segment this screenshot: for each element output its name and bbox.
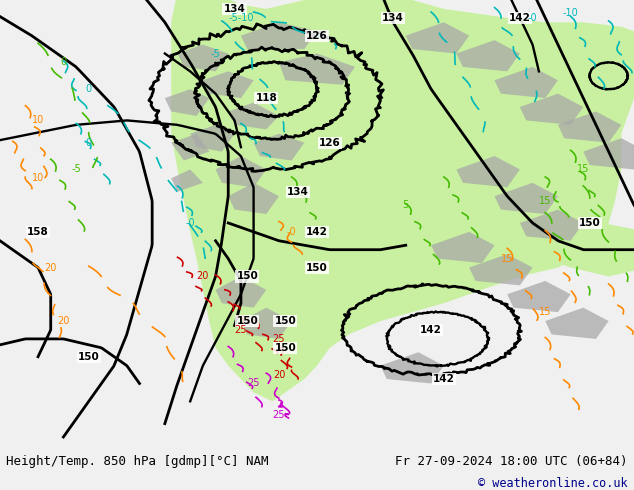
Polygon shape <box>216 156 266 187</box>
Text: 150: 150 <box>78 352 100 362</box>
Polygon shape <box>171 170 203 192</box>
Text: 158: 158 <box>27 227 49 237</box>
Text: 0: 0 <box>86 138 92 147</box>
Text: 25: 25 <box>273 410 285 420</box>
Polygon shape <box>241 22 317 49</box>
Text: 0: 0 <box>86 84 92 94</box>
Polygon shape <box>165 89 209 116</box>
Text: Height/Temp. 850 hPa [gdmp][°C] NAM: Height/Temp. 850 hPa [gdmp][°C] NAM <box>6 455 269 468</box>
Text: 118: 118 <box>256 93 277 103</box>
Polygon shape <box>545 308 609 339</box>
Text: 126: 126 <box>319 138 340 147</box>
Text: 142: 142 <box>306 227 328 237</box>
Text: 20: 20 <box>57 316 70 326</box>
Text: -5: -5 <box>210 49 221 58</box>
Text: 134: 134 <box>287 187 309 197</box>
Polygon shape <box>469 254 533 285</box>
Text: 25: 25 <box>235 325 247 335</box>
Text: 15: 15 <box>539 196 552 206</box>
Polygon shape <box>583 138 634 170</box>
Text: -5-10: -5-10 <box>228 13 254 23</box>
Polygon shape <box>456 156 520 187</box>
Text: 15: 15 <box>501 254 514 264</box>
Text: -10: -10 <box>563 8 578 19</box>
Polygon shape <box>406 22 469 53</box>
Polygon shape <box>495 183 558 214</box>
Text: 150: 150 <box>236 271 258 281</box>
Text: 134: 134 <box>382 13 404 23</box>
Text: 5: 5 <box>403 200 409 210</box>
Text: -0: -0 <box>527 13 538 23</box>
Text: 126: 126 <box>306 31 328 41</box>
Text: 25: 25 <box>273 334 285 344</box>
Polygon shape <box>507 281 571 312</box>
Text: 20: 20 <box>197 271 209 281</box>
Polygon shape <box>520 210 583 241</box>
Polygon shape <box>228 102 279 129</box>
Text: -0: -0 <box>185 218 195 228</box>
Polygon shape <box>178 45 228 72</box>
Text: 150: 150 <box>579 218 600 228</box>
Polygon shape <box>228 183 279 214</box>
Text: 25: 25 <box>247 378 260 389</box>
Text: 150: 150 <box>236 316 258 326</box>
Polygon shape <box>558 112 621 143</box>
Polygon shape <box>279 53 355 85</box>
Text: 142: 142 <box>509 13 531 23</box>
Polygon shape <box>190 125 235 151</box>
Text: 20: 20 <box>44 263 57 272</box>
Polygon shape <box>254 134 304 161</box>
Text: -5: -5 <box>71 165 81 174</box>
Text: 142: 142 <box>433 374 455 384</box>
Text: 150: 150 <box>275 316 296 326</box>
Polygon shape <box>241 308 292 339</box>
Text: 142: 142 <box>420 325 442 335</box>
Polygon shape <box>171 0 634 401</box>
Text: 150: 150 <box>306 263 328 272</box>
Text: 150: 150 <box>275 343 296 353</box>
Polygon shape <box>495 67 558 98</box>
Polygon shape <box>216 276 266 308</box>
Text: 20: 20 <box>273 369 285 380</box>
Polygon shape <box>171 134 209 161</box>
Text: 134: 134 <box>224 4 245 14</box>
Text: Fr 27-09-2024 18:00 UTC (06+84): Fr 27-09-2024 18:00 UTC (06+84) <box>395 455 628 468</box>
Polygon shape <box>520 94 583 125</box>
Text: -0: -0 <box>287 227 297 237</box>
Polygon shape <box>203 72 254 98</box>
Polygon shape <box>456 40 520 72</box>
Text: 0: 0 <box>60 57 67 68</box>
Text: 15: 15 <box>577 165 590 174</box>
Polygon shape <box>539 214 634 276</box>
Text: 10: 10 <box>32 173 44 183</box>
Text: 15: 15 <box>539 307 552 317</box>
Text: © weatheronline.co.uk: © weatheronline.co.uk <box>478 477 628 490</box>
Text: 10: 10 <box>32 115 44 125</box>
Polygon shape <box>431 232 495 263</box>
Polygon shape <box>380 352 444 384</box>
